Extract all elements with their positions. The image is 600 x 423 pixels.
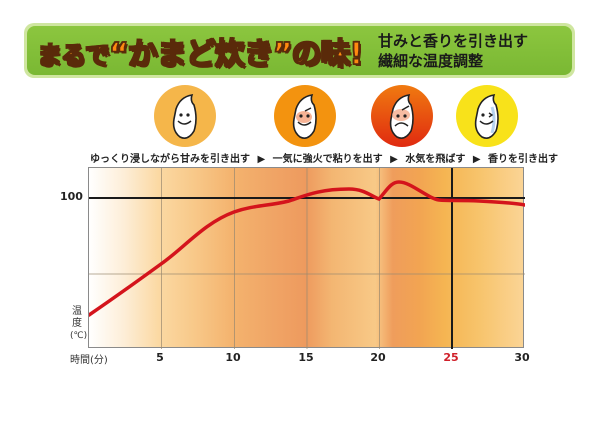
x-tick-30: 30 bbox=[514, 351, 530, 364]
headline-main: かまど炊き bbox=[127, 36, 275, 73]
subcopy-line2: 繊細な温度調整 bbox=[378, 52, 484, 70]
phase-3-label: 水気を飛ばす bbox=[405, 154, 466, 165]
y-tick-100: 100 bbox=[60, 190, 83, 203]
grid-vertical bbox=[161, 168, 380, 349]
phase-description-row: ゆっくり浸しながら甘みを引き出す ▶ 一気に強火で粘りを出す ▶ 水気を飛ばす … bbox=[90, 150, 562, 165]
rice-wink-icon bbox=[456, 85, 518, 147]
rice-happy-icon bbox=[154, 85, 216, 147]
y-label-char-2: 度 bbox=[72, 318, 82, 329]
x-tick-25-highlighted: 25 bbox=[443, 351, 459, 364]
quote-close: ” bbox=[272, 36, 293, 73]
chart-plot bbox=[89, 168, 525, 349]
arrow-icon: ▶ bbox=[390, 154, 398, 165]
headline-post: の味! bbox=[291, 36, 364, 73]
x-tick-10: 10 bbox=[225, 351, 241, 364]
x-tick-15: 15 bbox=[298, 351, 314, 364]
phase-1-label: ゆっくり浸しながら甘みを引き出す bbox=[90, 154, 250, 165]
y-label-char-1: 温 bbox=[72, 306, 82, 317]
banner-inner: まるで“かまど炊き”の味! 甘みと香りを引き出す 繊細な温度調整 bbox=[27, 26, 572, 75]
headline-banner: まるで“かまど炊き”の味! 甘みと香りを引き出す 繊細な温度調整 bbox=[24, 23, 575, 78]
y-label-unit: (℃) bbox=[70, 331, 88, 341]
quote-open: “ bbox=[108, 36, 129, 73]
headline-pre: まるで bbox=[36, 40, 111, 71]
x-axis-label: 時間(分) bbox=[70, 355, 108, 366]
headline: まるで“かまど炊き”の味! bbox=[36, 29, 364, 73]
temperature-chart bbox=[88, 167, 525, 349]
subcopy-line1: 甘みと香りを引き出す bbox=[378, 32, 529, 50]
x-tick-5: 5 bbox=[156, 351, 164, 364]
rice-angry-icon bbox=[371, 85, 433, 147]
arrow-icon: ▶ bbox=[472, 154, 481, 165]
arrow-icon: ▶ bbox=[257, 154, 266, 165]
rice-determined-icon bbox=[274, 85, 336, 147]
x-tick-20: 20 bbox=[370, 351, 386, 364]
subcopy: 甘みと香りを引き出す 繊細な温度調整 bbox=[378, 31, 528, 71]
phase-2-label: 一気に強火で粘りを出す bbox=[272, 154, 383, 165]
y-axis-label: 温 度 (℃) bbox=[70, 306, 88, 342]
phase-4-label: 香りを引き出す bbox=[488, 154, 559, 165]
temperature-curve bbox=[89, 180, 525, 317]
